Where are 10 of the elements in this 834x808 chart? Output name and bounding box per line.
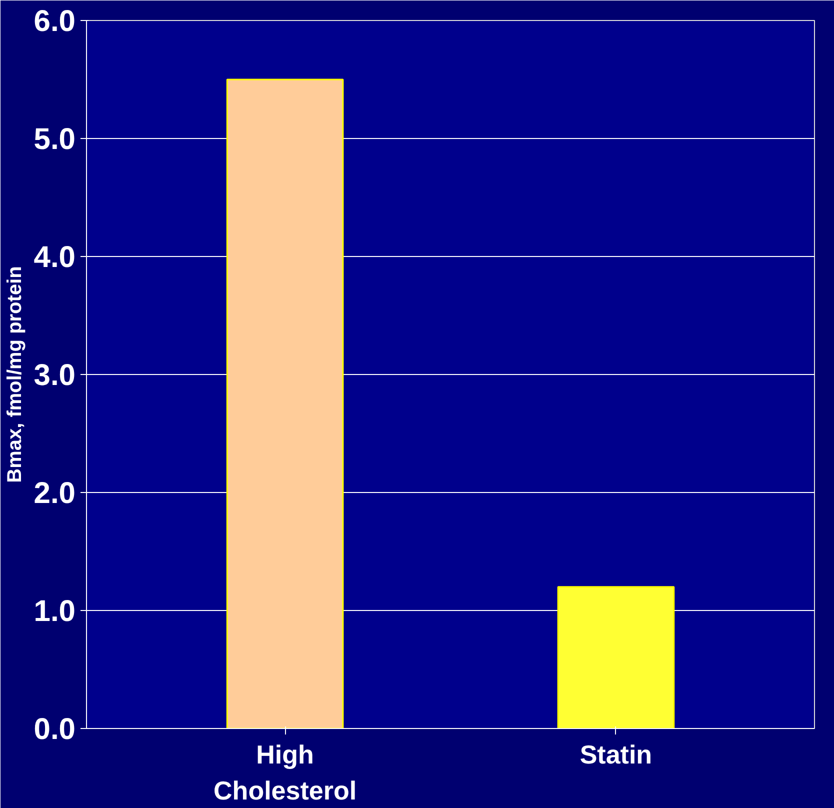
y-tick-label: 4.0 — [34, 241, 76, 274]
x-tick-label: High Cholesterol — [214, 740, 357, 806]
y-tick-label: 0.0 — [34, 713, 76, 746]
y-tick-label: 2.0 — [34, 477, 76, 510]
y-tick-label: 3.0 — [34, 359, 76, 392]
y-axis-title: Bmax, fmol/mg protein — [4, 266, 26, 483]
y-tick-label: 5.0 — [34, 123, 76, 156]
y-tick-label: 1.0 — [34, 595, 76, 628]
x-tick-label: Statin — [580, 740, 652, 770]
y-tick-label: 6.0 — [34, 5, 76, 38]
